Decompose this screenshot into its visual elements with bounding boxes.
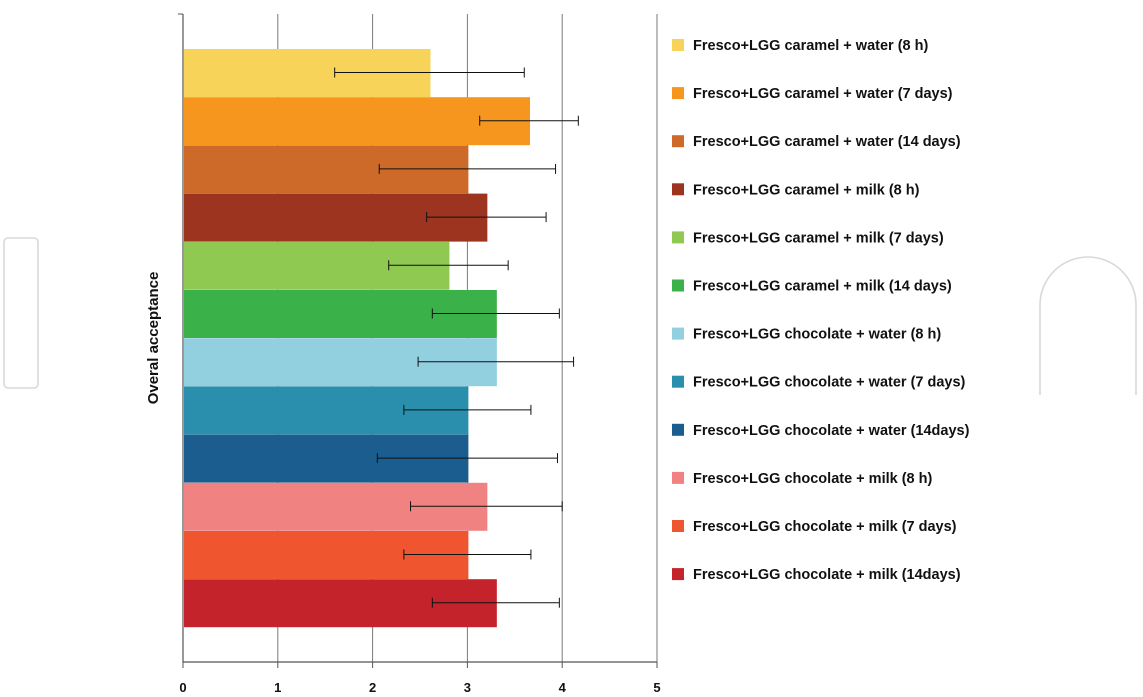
legend-swatch [672, 39, 684, 51]
legend: Fresco+LGG caramel + water (8 h) Fresco+L… [672, 38, 970, 583]
legend-label: Fresco+LGG chocolate + water (14days) [693, 423, 970, 439]
axes [178, 13, 658, 668]
legend-swatch [672, 135, 684, 148]
legend-label: Fresco+LGG caramel + water (7 days) [693, 86, 953, 102]
legend-swatch [672, 471, 684, 484]
legend-label: Fresco+LGG caramel + water (14 days) [693, 134, 961, 150]
legend-swatch [672, 568, 684, 581]
x-tick-label: 1 [274, 680, 281, 695]
x-tick-label: 0 [179, 680, 186, 695]
legend-label: Fresco+LGG caramel + water (8 h) [693, 38, 928, 54]
legend-swatch [672, 183, 684, 196]
error-bars [334, 67, 579, 608]
legend-swatch [672, 87, 684, 100]
y-axis-label: Overal acceptance [145, 272, 162, 405]
legend-label: Fresco+LGG caramel + milk (7 days) [693, 230, 944, 246]
legend-swatch [672, 279, 684, 292]
watermark-logo [3, 237, 1137, 395]
legend-label: Fresco+LGG chocolate + milk (7 days) [693, 519, 957, 535]
legend-swatch [672, 231, 684, 244]
legend-swatch [672, 520, 684, 532]
x-tick-label: 5 [653, 680, 660, 695]
x-tick-label: 3 [464, 680, 471, 695]
bar [184, 97, 531, 146]
legend-label: Fresco+LGG chocolate + milk (8 h) [693, 471, 932, 487]
legend-swatch [672, 423, 684, 436]
x-tick-label: 2 [369, 680, 376, 695]
legend-label: Fresco+LGG chocolate + water (8 h) [693, 327, 941, 343]
x-tick-labels: 0 1 2 3 4 5 [179, 680, 660, 695]
legend-swatch [672, 375, 684, 388]
bars [184, 49, 531, 628]
legend-label: Fresco+LGG chocolate + water (7 days) [693, 375, 966, 391]
legend-label: Fresco+LGG caramel + milk (14 days) [693, 279, 952, 295]
legend-label: Fresco+LGG chocolate + milk (14days) [693, 567, 961, 583]
x-tick-label: 4 [559, 680, 567, 695]
legend-label: Fresco+LGG caramel + milk (8 h) [693, 182, 920, 198]
legend-swatch [672, 327, 684, 340]
